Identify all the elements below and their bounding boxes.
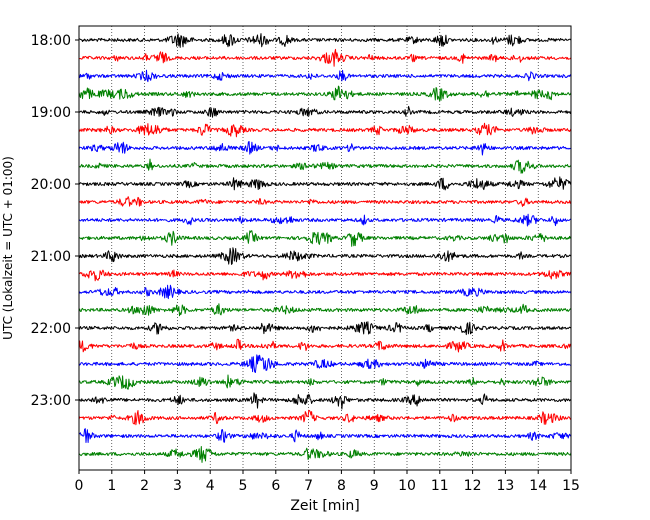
- trace-line: [79, 105, 572, 118]
- trace-line: [78, 269, 572, 282]
- plot-frame: [78, 25, 572, 471]
- trace-line: [78, 48, 572, 67]
- trace-line: [78, 122, 572, 138]
- x-tick-label: 12: [464, 478, 482, 494]
- x-tick-label: 10: [398, 478, 416, 494]
- trace-line: [78, 409, 572, 426]
- y-axis-label: UTC (Lokalzeit = UTC + 01:00): [1, 156, 15, 340]
- trace-line: [78, 284, 572, 300]
- trace-line: [78, 446, 572, 463]
- x-tick-label: 0: [75, 478, 84, 494]
- trace-line: [78, 33, 572, 48]
- y-tick-label: 20:00: [31, 177, 71, 193]
- x-tick-label: 3: [173, 478, 182, 494]
- trace-line: [78, 321, 572, 336]
- x-tick-label: 11: [431, 478, 449, 494]
- trace-line: [78, 428, 572, 443]
- x-tick-label: 7: [304, 478, 313, 494]
- trace-line: [78, 213, 572, 227]
- trace-line: [78, 374, 572, 390]
- trace-line: [78, 85, 572, 102]
- x-tick-label: 4: [206, 478, 215, 494]
- x-tick-label: 2: [140, 478, 149, 494]
- x-tick-label: 15: [562, 478, 580, 494]
- y-tick-label: 19:00: [31, 105, 71, 121]
- trace-line: [78, 303, 572, 317]
- trace-line: [78, 392, 572, 410]
- y-tick-label: 23:00: [31, 393, 71, 409]
- trace-line: [78, 196, 572, 207]
- x-tick-label: 5: [239, 478, 248, 494]
- trace-line: [78, 141, 572, 156]
- trace-line: [78, 247, 572, 265]
- y-axis: 18:00 19:00 20:00 21:00 22:00 23:00: [31, 33, 79, 409]
- trace-group: [78, 33, 572, 463]
- x-axis: 0 1 2 3 4 5 6 7 8 9 10 11 12 13 14 15: [75, 470, 580, 494]
- trace-line: [78, 69, 572, 83]
- x-tick-label: 6: [271, 478, 280, 494]
- x-tick-label: 8: [337, 478, 346, 494]
- y-tick-label: 18:00: [31, 33, 71, 49]
- trace-line: [78, 230, 572, 247]
- x-tick-label: 1: [107, 478, 116, 494]
- trace-line: [78, 354, 572, 373]
- trace-line: [78, 338, 572, 353]
- x-tick-label: 9: [370, 478, 379, 494]
- y-tick-label: 22:00: [31, 321, 71, 337]
- x-axis-label: Zeit [min]: [290, 498, 359, 514]
- trace-line: [78, 158, 572, 174]
- y-tick-label: 21:00: [31, 249, 71, 265]
- x-tick-label: 14: [529, 478, 547, 494]
- trace-line: [78, 176, 572, 191]
- x-tick-label: 13: [496, 478, 514, 494]
